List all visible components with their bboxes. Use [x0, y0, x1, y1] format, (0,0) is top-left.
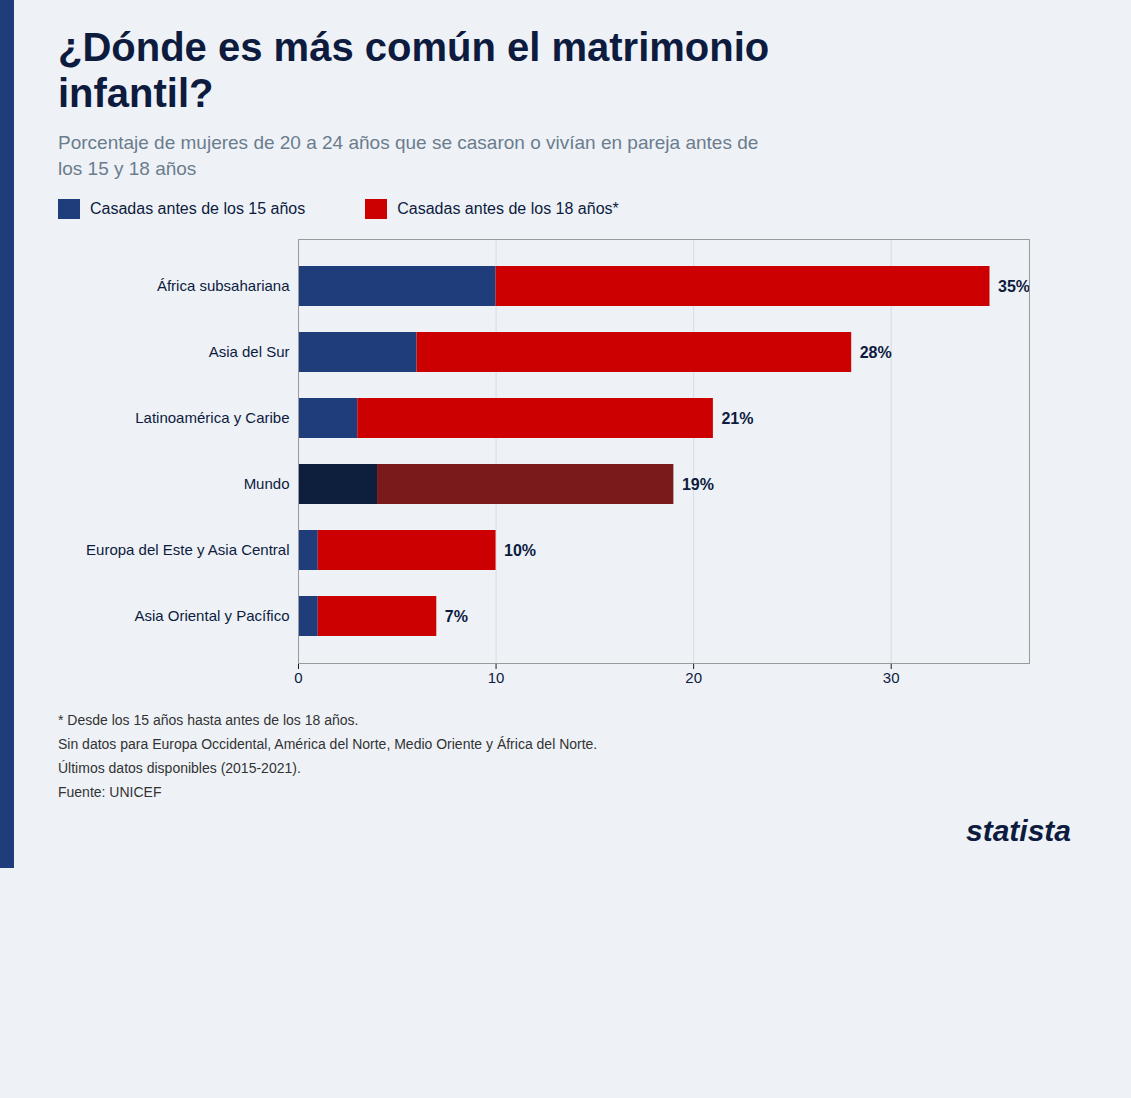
svg-text:10: 10 [488, 669, 505, 686]
svg-text:35%: 35% [998, 278, 1030, 295]
svg-text:7%: 7% [445, 608, 468, 625]
html-text:statista: statista [966, 814, 1071, 848]
svg-text:10%: 10% [504, 542, 536, 559]
html-text:Últimos datos disponibles (201: Últimos datos disponibles (2015-2021). [58, 759, 301, 776]
svg-text:Latinoamérica y Caribe: Latinoamérica y Caribe [135, 410, 289, 427]
svg-text:30: 30 [883, 669, 900, 686]
html-text:Porcentaje de mujeres de 20 a: Porcentaje de mujeres de 20 a 24 años qu… [58, 132, 759, 179]
svg-text:20: 20 [685, 669, 702, 686]
svg-text:Asia Oriental y Pacífico: Asia Oriental y Pacífico [134, 608, 289, 625]
svg-text:21%: 21% [721, 410, 753, 427]
svg-text:28%: 28% [860, 344, 892, 361]
svg-text:Asia del Sur: Asia del Sur [209, 344, 290, 361]
html-text:Fuente: UNICEF: Fuente: UNICEF [58, 783, 162, 800]
html-text:* Desde los 15 años hasta ante: * Desde los 15 años hasta antes de los 1… [58, 712, 359, 729]
html-text:Casadas antes de los 18 años*: Casadas antes de los 18 años* [397, 200, 619, 218]
html-text:Sin datos para Europa Occident: Sin datos para Europa Occidental, Améric… [58, 736, 598, 753]
svg-text:África subsahariana: África subsahariana [157, 278, 290, 295]
html-text:Casadas antes de los 15 años: Casadas antes de los 15 años [90, 200, 306, 218]
svg-text:0: 0 [294, 669, 302, 686]
svg-text:Mundo: Mundo [244, 476, 290, 493]
svg-text:Europa del Este y Asia Central: Europa del Este y Asia Central [86, 542, 289, 559]
svg-text:19%: 19% [682, 476, 714, 493]
html-text:¿Dónde es más común el matrimo: ¿Dónde es más común el matrimonio infant… [58, 25, 770, 115]
